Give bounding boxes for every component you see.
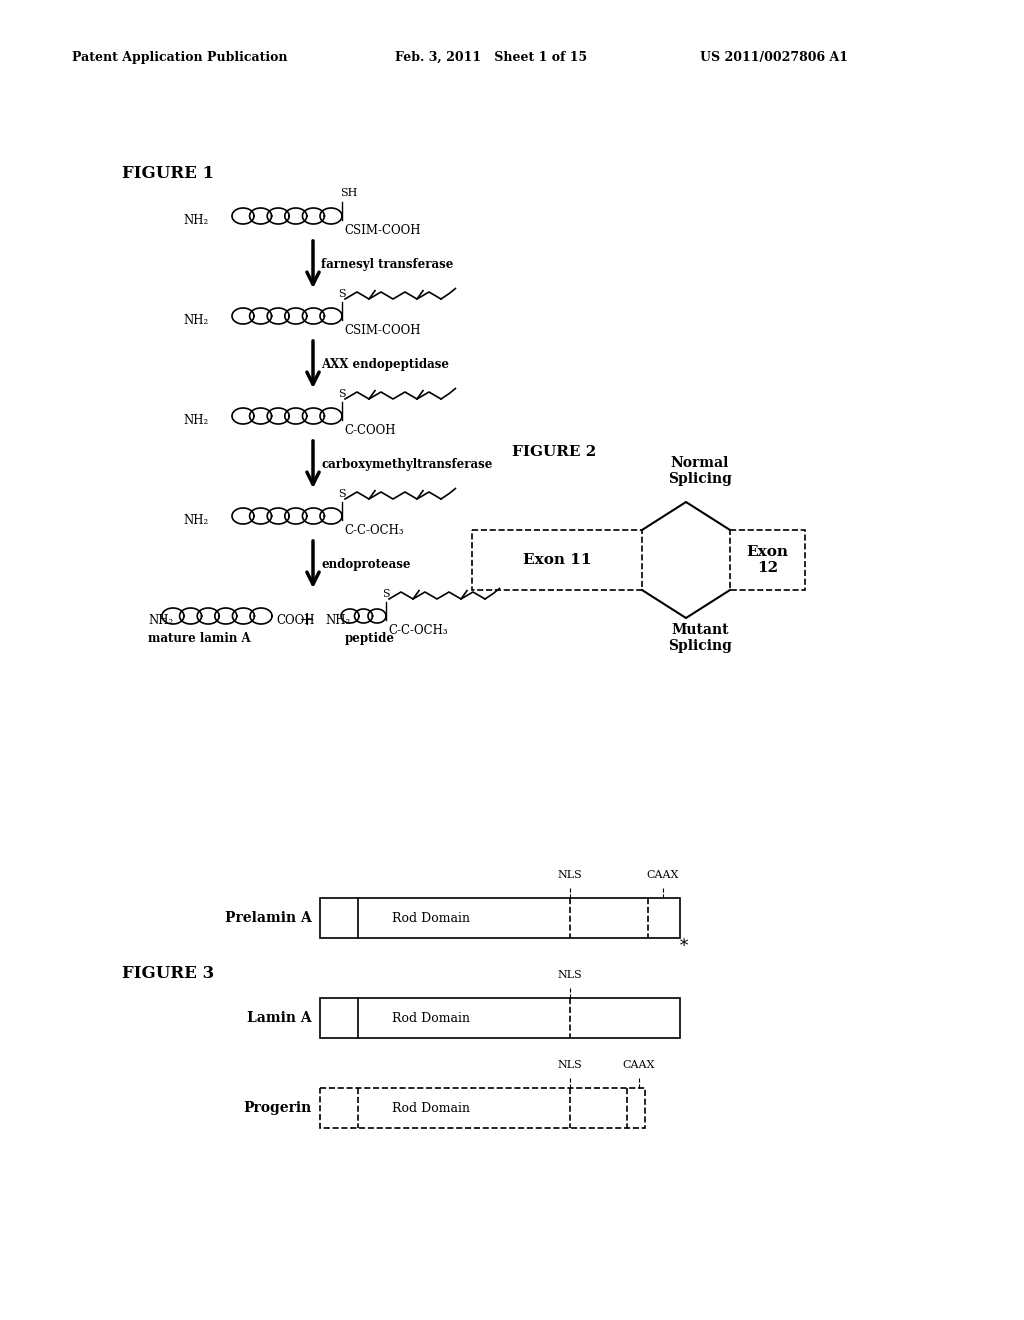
Bar xyxy=(319,998,680,1038)
Text: peptide: peptide xyxy=(345,632,395,645)
Text: NH₂: NH₂ xyxy=(183,413,208,426)
Text: Patent Application Publication: Patent Application Publication xyxy=(72,50,288,63)
Text: CAAX: CAAX xyxy=(623,1060,655,1071)
Text: NLS: NLS xyxy=(558,870,583,880)
Text: AXX endopeptidase: AXX endopeptidase xyxy=(321,358,449,371)
Text: NH₂: NH₂ xyxy=(325,614,350,627)
Text: US 2011/0027806 A1: US 2011/0027806 A1 xyxy=(700,50,848,63)
Text: Rod Domain: Rod Domain xyxy=(392,1101,470,1114)
Text: NLS: NLS xyxy=(558,970,583,979)
Text: Rod Domain: Rod Domain xyxy=(392,912,470,924)
Text: NH₂: NH₂ xyxy=(183,513,208,527)
Text: Exon 11: Exon 11 xyxy=(522,553,591,568)
Text: S: S xyxy=(338,289,346,300)
Text: farnesyl transferase: farnesyl transferase xyxy=(321,257,454,271)
Text: carboxymethyltransferase: carboxymethyltransferase xyxy=(321,458,493,471)
Text: FIGURE 3: FIGURE 3 xyxy=(122,965,214,982)
Text: NH₂: NH₂ xyxy=(148,614,173,627)
Text: Progerin: Progerin xyxy=(244,1101,312,1115)
Text: FIGURE 2: FIGURE 2 xyxy=(512,445,596,459)
Text: S: S xyxy=(338,488,346,499)
Text: Normal
Splicing: Normal Splicing xyxy=(668,455,732,486)
Text: +: + xyxy=(299,611,315,630)
Text: CSIM-COOH: CSIM-COOH xyxy=(344,323,421,337)
Text: COOH: COOH xyxy=(276,614,314,627)
Text: Rod Domain: Rod Domain xyxy=(392,1011,470,1024)
Text: Feb. 3, 2011   Sheet 1 of 15: Feb. 3, 2011 Sheet 1 of 15 xyxy=(395,50,587,63)
Text: C-COOH: C-COOH xyxy=(344,424,395,437)
Text: S: S xyxy=(382,589,389,599)
Text: endoprotease: endoprotease xyxy=(321,558,411,572)
Text: NLS: NLS xyxy=(558,1060,583,1071)
Text: C-C-OCH₃: C-C-OCH₃ xyxy=(344,524,403,537)
Text: C-C-OCH₃: C-C-OCH₃ xyxy=(388,624,447,638)
Text: NH₂: NH₂ xyxy=(183,314,208,326)
Text: FIGURE 1: FIGURE 1 xyxy=(122,165,214,182)
Bar xyxy=(319,1088,645,1129)
Text: Prelamin A: Prelamin A xyxy=(225,911,312,925)
Text: Lamin A: Lamin A xyxy=(248,1011,312,1026)
Bar xyxy=(472,531,642,590)
Text: mature lamin A: mature lamin A xyxy=(148,632,251,645)
Bar xyxy=(319,898,680,939)
Text: NH₂: NH₂ xyxy=(183,214,208,227)
Text: *: * xyxy=(680,937,688,954)
Text: Mutant
Splicing: Mutant Splicing xyxy=(668,623,732,653)
Text: SH: SH xyxy=(340,187,357,198)
Text: S: S xyxy=(338,389,346,399)
Text: CAAX: CAAX xyxy=(647,870,679,880)
Bar xyxy=(730,531,805,590)
Text: CSIM-COOH: CSIM-COOH xyxy=(344,224,421,238)
Text: Exon
12: Exon 12 xyxy=(746,545,788,576)
